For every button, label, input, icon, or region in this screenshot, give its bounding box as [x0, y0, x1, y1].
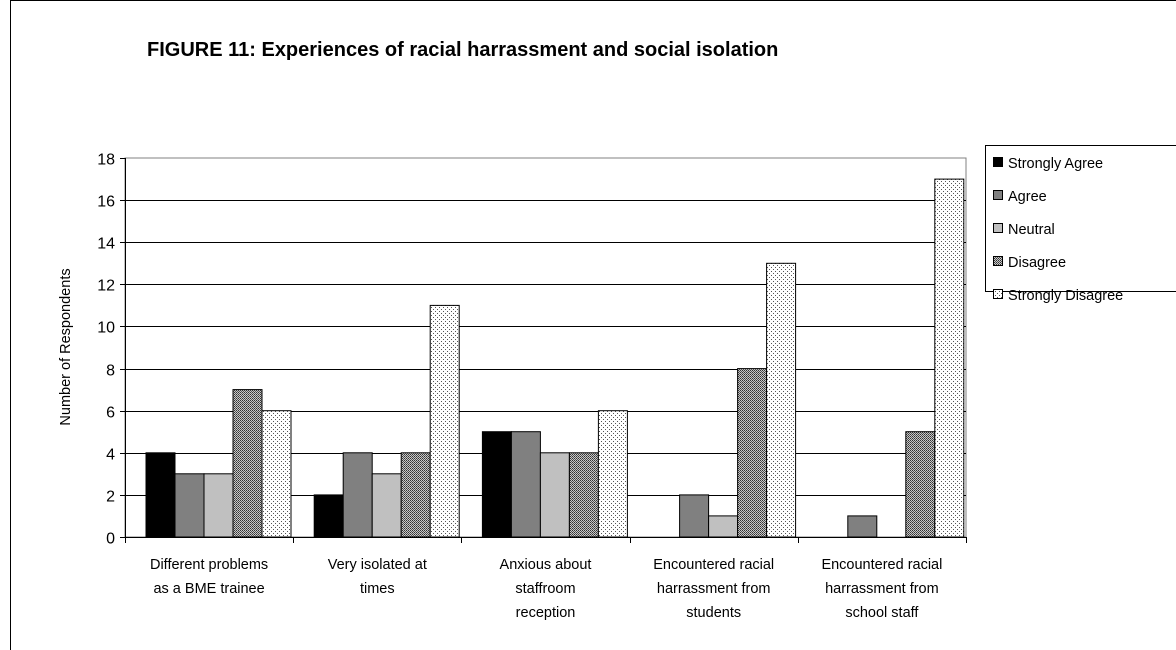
bar: [342, 452, 373, 538]
y-tick-label: 8: [106, 363, 115, 380]
x-tick-label: school staff: [845, 605, 919, 621]
x-tick-label: staffroom: [515, 581, 575, 597]
x-tick-label: harrassment from: [825, 581, 939, 597]
y-tick-label: 6: [106, 405, 115, 422]
x-tick-label: Anxious about: [500, 557, 592, 573]
x-tick-label: times: [360, 581, 395, 597]
legend-label: Strongly Disagree: [1008, 288, 1123, 304]
y-tick-label: 18: [97, 152, 115, 169]
legend-label: Agree: [1008, 189, 1047, 205]
bar: [145, 452, 176, 538]
bar: [481, 431, 512, 538]
bar: [203, 473, 234, 538]
y-tick-label: 2: [106, 489, 115, 506]
y-tick-label: 0: [106, 531, 115, 548]
bar: [429, 304, 460, 538]
bar: [679, 494, 710, 538]
x-tick-label: Encountered racial: [821, 557, 942, 573]
bar: [737, 368, 768, 538]
bar: [708, 515, 739, 538]
bar: [597, 410, 628, 538]
chart-title: FIGURE 11: Experiences of racial harrass…: [147, 39, 778, 61]
legend-label: Neutral: [1008, 222, 1055, 238]
x-tick-label: harrassment from: [657, 581, 771, 597]
x-tick-label: as a BME trainee: [153, 581, 264, 597]
bar: [847, 515, 878, 538]
x-tick-label: reception: [516, 605, 576, 621]
y-tick-label: 16: [97, 194, 115, 211]
legend-label: Strongly Agree: [1008, 156, 1103, 172]
y-tick-label: 4: [106, 447, 115, 464]
y-axis-label: Number of Respondents: [58, 268, 74, 425]
bar: [539, 452, 570, 538]
y-tick-label: 10: [97, 320, 115, 337]
bar: [568, 452, 599, 538]
bar: [371, 473, 402, 538]
legend-swatch: [993, 223, 1003, 233]
x-tick-label: Different problems: [150, 557, 268, 573]
bar: [905, 431, 936, 538]
bar: [261, 410, 292, 538]
x-tick-label: Encountered racial: [653, 557, 774, 573]
y-tick-label: 12: [97, 278, 115, 295]
bar: [934, 178, 965, 538]
legend-label: Disagree: [1008, 255, 1066, 271]
legend-swatch: [993, 289, 1003, 299]
x-tick-label: Very isolated at: [328, 557, 427, 573]
legend-swatch: [993, 190, 1003, 200]
x-tick-label: students: [686, 605, 741, 621]
legend-swatch: [993, 256, 1003, 266]
bar: [400, 452, 431, 538]
legend: Strongly Agree Agree Neutral Disagree Strong…: [985, 145, 1176, 304]
legend-swatch: [993, 157, 1003, 167]
bar: [313, 494, 344, 538]
bar: [232, 389, 263, 538]
plot-area: 0 2 4 6 8 10 12 14 16 18 Different problems as a BM…: [97, 152, 967, 621]
bar: [766, 262, 797, 538]
bar: [510, 431, 541, 538]
y-tick-label: 14: [97, 236, 115, 253]
legend-box: [985, 145, 1176, 292]
bar: [174, 473, 205, 538]
